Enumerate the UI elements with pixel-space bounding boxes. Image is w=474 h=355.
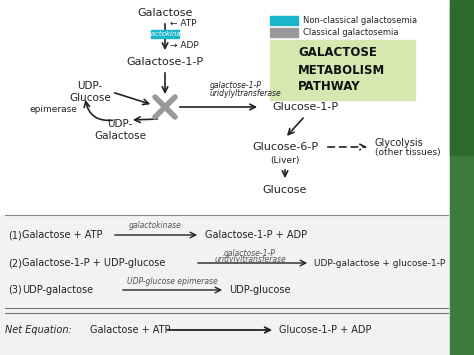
- Text: UDP-
Glucose: UDP- Glucose: [69, 81, 111, 103]
- Text: epimerase: epimerase: [30, 105, 78, 115]
- Bar: [270, 16, 298, 25]
- Bar: [270, 40, 415, 100]
- Bar: [151, 30, 179, 38]
- Text: Galactose-1-P + ADP: Galactose-1-P + ADP: [205, 230, 307, 240]
- Text: (other tissues): (other tissues): [375, 147, 441, 157]
- Bar: [270, 28, 298, 37]
- Text: (2): (2): [8, 258, 22, 268]
- Text: UDP-galactose + glucose-1-P: UDP-galactose + glucose-1-P: [314, 258, 445, 268]
- Text: uridylyltransferase: uridylyltransferase: [214, 256, 286, 264]
- Text: Galactose + ATP: Galactose + ATP: [90, 325, 171, 335]
- Text: galactokinase: galactokinase: [128, 222, 182, 230]
- Text: Galactose: Galactose: [137, 8, 193, 18]
- Text: galactokinase: galactokinase: [141, 31, 189, 37]
- Text: uridylyltransferase: uridylyltransferase: [210, 88, 282, 98]
- Text: Galactose + ATP: Galactose + ATP: [22, 230, 102, 240]
- Text: ← ATP: ← ATP: [170, 18, 197, 27]
- Text: (Liver): (Liver): [270, 157, 300, 165]
- Text: galactose-1-P: galactose-1-P: [210, 81, 262, 89]
- Text: GALACTOSE
METABOLISM
PATHWAY: GALACTOSE METABOLISM PATHWAY: [298, 47, 386, 93]
- Text: Galactose-1-P + UDP-glucose: Galactose-1-P + UDP-glucose: [22, 258, 165, 268]
- Bar: [450, 0, 474, 155]
- Text: UDP-glucose: UDP-glucose: [229, 285, 291, 295]
- Text: (1): (1): [8, 230, 22, 240]
- Text: Glucose-1-P: Glucose-1-P: [272, 102, 338, 112]
- Bar: [0, 215, 450, 355]
- Text: → ADP: → ADP: [170, 40, 199, 49]
- Bar: [450, 0, 474, 355]
- Text: UDP-
Galactose: UDP- Galactose: [94, 119, 146, 141]
- Bar: [0, 0, 450, 215]
- Text: galactose-1-P: galactose-1-P: [224, 248, 276, 257]
- Text: Glucose: Glucose: [263, 185, 307, 195]
- Text: Galactose-1-P: Galactose-1-P: [127, 57, 203, 67]
- Text: Glucose-6-P: Glucose-6-P: [252, 142, 318, 152]
- Text: UDP-galactose: UDP-galactose: [22, 285, 93, 295]
- Text: (3): (3): [8, 285, 22, 295]
- Text: Non-classical galactosemia: Non-classical galactosemia: [303, 16, 417, 25]
- Text: Net Equation:: Net Equation:: [5, 325, 72, 335]
- Text: Glucose-1-P + ADP: Glucose-1-P + ADP: [279, 325, 372, 335]
- Text: Glycolysis: Glycolysis: [375, 138, 424, 148]
- Text: Classical galactosemia: Classical galactosemia: [303, 28, 399, 37]
- Text: UDP-glucose epimerase: UDP-glucose epimerase: [127, 278, 218, 286]
